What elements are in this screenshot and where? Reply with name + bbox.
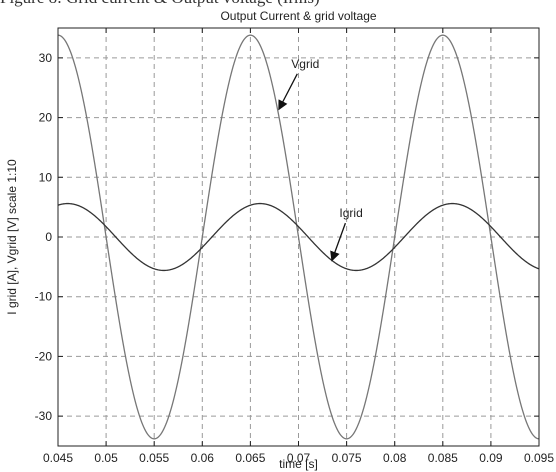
y-tick-label: -20 (35, 349, 53, 363)
series-lines (58, 34, 539, 440)
x-tick-label: 0.085 (428, 451, 458, 465)
x-tick-label: 0.065 (235, 451, 265, 465)
x-tick-label: 0.09 (479, 451, 503, 465)
x-axis-label: time [s] (279, 457, 318, 471)
y-tick-label: -30 (35, 409, 53, 423)
x-tick-label: 0.045 (43, 451, 73, 465)
y-tick-label: 20 (39, 111, 53, 125)
x-tick-label: 0.05 (94, 451, 118, 465)
y-tick-label: 30 (39, 51, 53, 65)
chart-title: Output Current & grid voltage (220, 9, 376, 23)
cropped-figure-caption: Figure 8: Grid current & Output voltage … (0, 0, 556, 10)
series-line-vgrid (58, 34, 539, 440)
x-tick-label: 0.055 (139, 451, 169, 465)
annotations: Vgrid Igrid (278, 57, 363, 262)
x-tick-label: 0.095 (524, 451, 554, 465)
y-tick-label: 0 (45, 230, 52, 244)
series-line-igrid (58, 202, 539, 272)
x-tick-label: 0.08 (383, 451, 407, 465)
axis-ticks: 0.045 0.05 0.055 0.06 0.065 0.07 0.075 0.08 0.08… (35, 28, 554, 465)
annotation-label: Igrid (339, 206, 362, 220)
x-tick-label: 0.07 (287, 451, 311, 465)
y-tick-label: 10 (39, 170, 53, 184)
annotation-arrow (278, 73, 298, 111)
annotation-arrow (330, 222, 347, 262)
y-axis-label: I grid [A], Vgrid [V] scale 1:10 (5, 159, 19, 315)
x-tick-label: 0.075 (332, 451, 362, 465)
annotation-label: Vgrid (291, 57, 319, 71)
x-tick-label: 0.06 (191, 451, 215, 465)
y-tick-label: -10 (35, 290, 53, 304)
